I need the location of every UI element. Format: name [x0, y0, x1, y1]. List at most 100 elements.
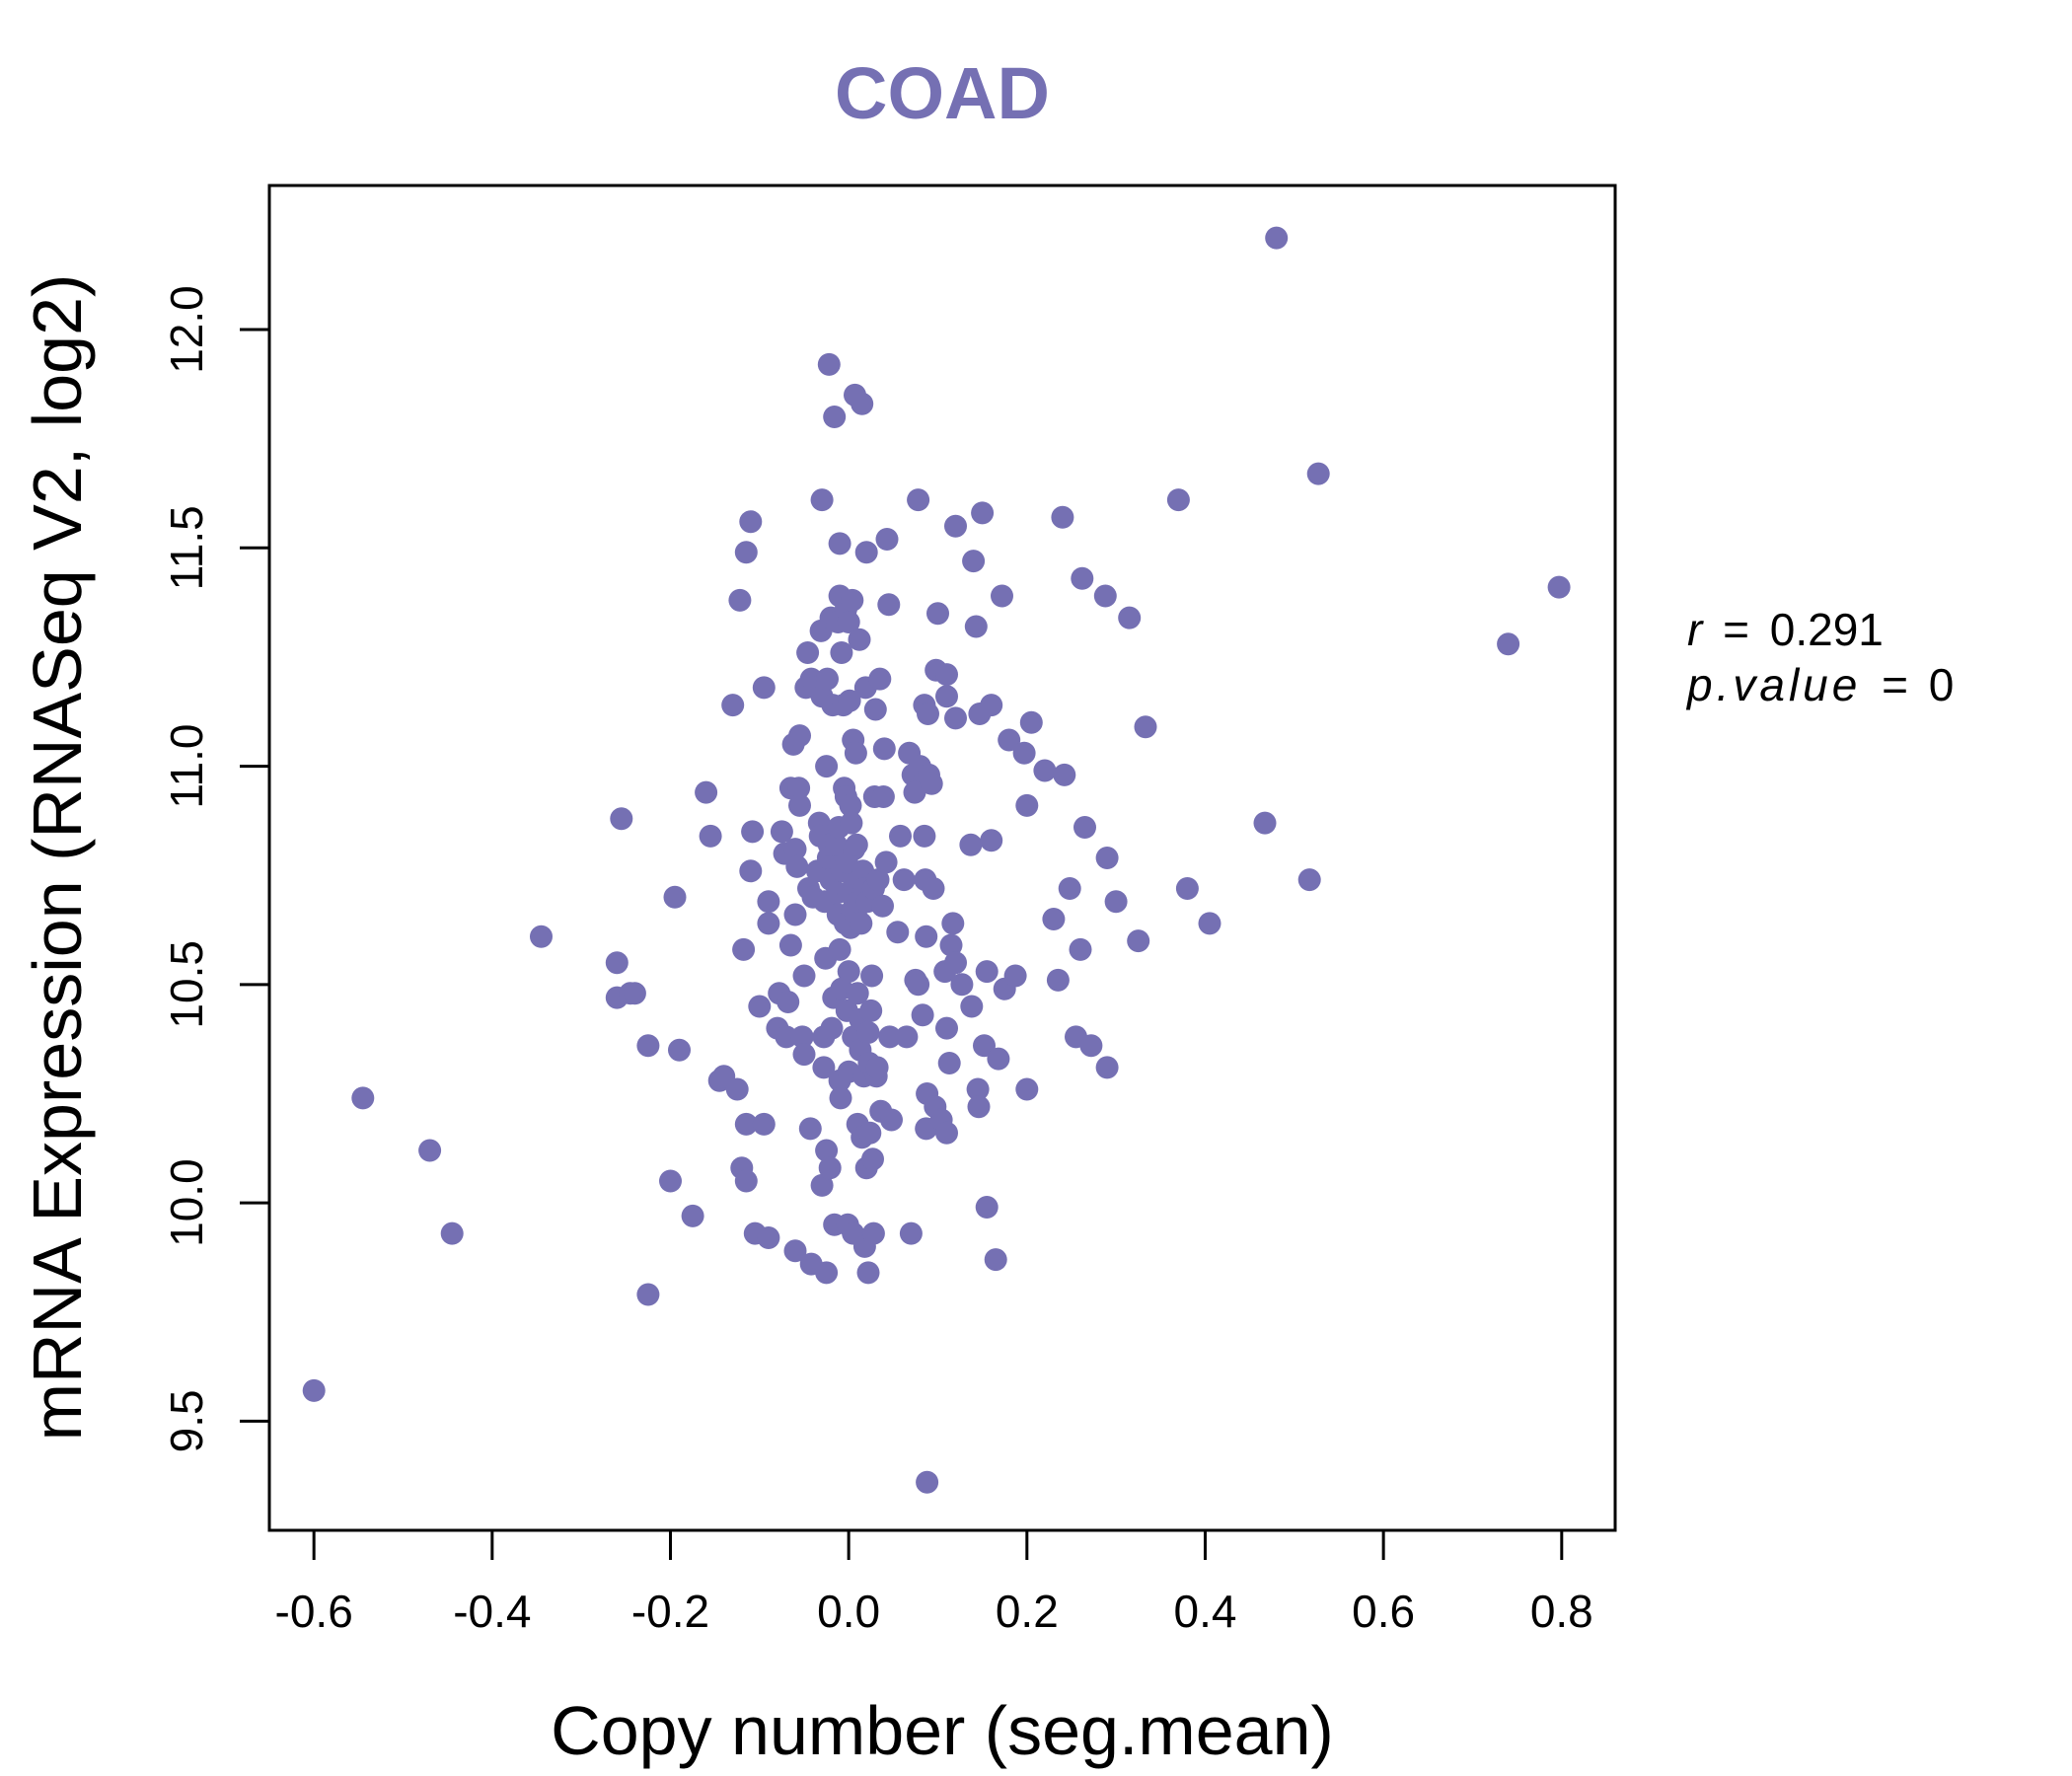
data-point-222	[975, 1196, 999, 1219]
data-point-238	[1051, 505, 1074, 529]
data-point-91	[825, 833, 848, 856]
data-point-246	[1093, 584, 1117, 608]
data-point-51	[787, 777, 811, 800]
data-point-0	[302, 1378, 326, 1402]
x-tick-label-1: -0.4	[453, 1586, 531, 1637]
data-point-252	[1134, 715, 1157, 739]
stat-r-label: r	[1687, 604, 1704, 655]
data-point-160	[865, 1056, 889, 1079]
data-point-27	[734, 1169, 758, 1193]
data-point-213	[960, 995, 984, 1018]
data-point-171	[880, 1108, 903, 1132]
data-point-12	[659, 1169, 682, 1193]
data-point-32	[748, 995, 772, 1018]
data-point-78	[815, 1261, 839, 1285]
data-point-54	[790, 1025, 814, 1049]
data-point-201	[935, 1121, 958, 1145]
data-point-239	[1053, 763, 1076, 786]
stat-p-value: 0	[1929, 659, 1955, 710]
data-point-28	[739, 510, 763, 534]
data-point-181	[907, 973, 930, 997]
data-point-58	[796, 641, 820, 664]
plot-area-frame	[267, 184, 1617, 1532]
data-point-179	[903, 780, 926, 804]
data-point-52	[788, 724, 811, 748]
data-point-211	[950, 973, 974, 997]
data-point-98	[828, 937, 851, 961]
data-point-6	[610, 807, 633, 831]
data-point-117	[839, 793, 862, 817]
data-point-49	[783, 1239, 807, 1263]
data-point-154	[861, 1147, 884, 1171]
data-point-261	[1547, 575, 1571, 599]
data-point-189	[915, 925, 938, 948]
data-point-137	[850, 912, 873, 935]
data-point-174	[892, 868, 916, 892]
data-point-96	[828, 532, 851, 555]
data-point-254	[1175, 877, 1199, 900]
data-point-25	[734, 541, 758, 564]
data-point-227	[991, 584, 1013, 608]
data-point-153	[860, 964, 884, 988]
data-point-119	[840, 811, 863, 835]
x-axis: -0.6 -0.4 -0.2 0.0 0.2 0.4 0.6 0.8	[275, 1528, 1593, 1637]
chart-title: COAD	[835, 52, 1050, 134]
data-point-251	[1127, 929, 1150, 953]
data-point-177	[899, 1221, 923, 1245]
data-point-145	[854, 541, 878, 564]
data-point-17	[699, 824, 722, 848]
data-point-240	[1058, 877, 1081, 900]
data-point-4	[530, 925, 553, 948]
data-point-21	[725, 1077, 749, 1101]
data-points	[302, 226, 1571, 1494]
data-point-90	[823, 406, 847, 428]
data-point-250	[1118, 606, 1142, 629]
data-point-162	[868, 667, 892, 691]
data-point-113	[837, 611, 860, 633]
data-point-35	[757, 890, 780, 914]
data-point-138	[851, 392, 874, 415]
y-tick-label-2: 10.5	[161, 940, 212, 1029]
data-point-259	[1306, 462, 1330, 485]
data-point-202	[935, 1016, 958, 1040]
data-point-20	[721, 694, 745, 717]
data-point-203	[935, 685, 958, 708]
data-point-190	[916, 1470, 939, 1494]
data-point-195	[922, 877, 945, 900]
data-point-100	[829, 1086, 852, 1110]
data-point-260	[1497, 632, 1520, 656]
data-point-16	[695, 780, 718, 804]
data-point-148	[856, 1021, 880, 1044]
data-point-182	[907, 488, 930, 512]
data-point-83	[818, 1156, 842, 1180]
y-axis: 9.5 10.0 10.5 11.0 11.5 12.0	[161, 285, 271, 1452]
stat-p-label: p.value	[1685, 659, 1861, 710]
data-point-55	[792, 1043, 816, 1067]
x-tick-label-4: 0.2	[996, 1586, 1059, 1637]
data-point-249	[1104, 890, 1128, 914]
data-point-130	[845, 833, 868, 856]
data-point-234	[1019, 710, 1043, 734]
data-point-129	[844, 741, 867, 765]
data-point-229	[998, 728, 1021, 752]
x-tick-label-7: 0.8	[1530, 1586, 1593, 1637]
data-point-26	[734, 1112, 758, 1136]
y-tick-label-1: 10.0	[161, 1158, 212, 1247]
data-point-232	[1015, 1077, 1039, 1101]
data-point-236	[1042, 908, 1066, 930]
x-tick-label-3: 0.0	[817, 1586, 880, 1637]
data-point-207	[941, 912, 965, 935]
data-point-71	[810, 1173, 834, 1197]
data-point-36	[757, 912, 780, 935]
data-point-158	[863, 698, 887, 721]
data-point-152	[859, 999, 883, 1022]
data-point-256	[1253, 811, 1277, 835]
data-point-60	[798, 1117, 822, 1141]
data-point-214	[962, 550, 986, 573]
data-point-14	[668, 1038, 691, 1062]
data-point-1	[351, 1086, 375, 1110]
data-point-224	[980, 829, 1003, 852]
stat-r-value: 0.291	[1770, 604, 1884, 655]
data-point-155	[861, 1221, 885, 1245]
data-point-167	[874, 851, 898, 874]
